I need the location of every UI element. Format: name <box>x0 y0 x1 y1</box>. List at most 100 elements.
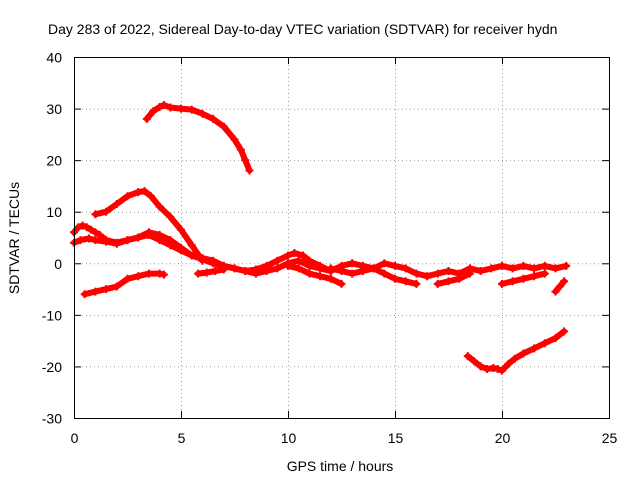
data-point <box>155 202 164 211</box>
data-point <box>284 251 292 260</box>
series-arc-9 <box>326 264 421 288</box>
data-point <box>134 233 143 242</box>
data-point <box>433 279 442 288</box>
data-point <box>519 274 528 283</box>
series-arc-11 <box>498 269 549 288</box>
data-point <box>560 277 569 286</box>
data-point <box>476 362 485 371</box>
data-point <box>391 261 399 270</box>
data-point <box>262 267 271 275</box>
data-point <box>147 192 155 201</box>
data-point <box>144 269 153 278</box>
x-tick-label: 0 <box>71 430 79 446</box>
series-arc-8 <box>284 261 346 288</box>
data-point <box>498 261 506 270</box>
data-point <box>102 207 111 216</box>
data-point <box>187 251 196 260</box>
data-point <box>187 241 196 250</box>
data-point <box>348 259 357 268</box>
data-point <box>123 274 132 283</box>
data-point <box>251 269 260 278</box>
data-point <box>91 228 100 237</box>
data-point <box>80 290 89 299</box>
data-point <box>159 270 168 279</box>
data-point <box>230 264 239 273</box>
data-point <box>493 365 502 373</box>
data-point <box>551 334 560 343</box>
data-point <box>326 274 335 283</box>
x-tick-label: 10 <box>281 430 297 446</box>
y-tick-label: -10 <box>42 307 62 323</box>
data-point <box>177 225 185 234</box>
data-point <box>294 256 303 265</box>
data-point <box>348 269 357 278</box>
series-layer <box>70 101 571 375</box>
series-arc-12 <box>551 277 569 296</box>
data-point <box>326 264 335 273</box>
y-tick-label: -30 <box>42 411 62 427</box>
data-point <box>95 230 104 239</box>
data-point <box>487 264 496 273</box>
data-point <box>194 269 203 278</box>
y-tick-label: -20 <box>42 359 62 375</box>
data-point <box>241 156 250 165</box>
data-point <box>401 277 410 286</box>
data-point <box>380 259 389 268</box>
data-point <box>358 267 367 275</box>
x-axis-title: GPS time / hours <box>287 458 394 474</box>
data-point <box>508 264 517 273</box>
series-arc-10 <box>433 269 474 288</box>
series-line <box>464 328 568 374</box>
data-point <box>142 114 151 123</box>
data-point <box>519 349 528 358</box>
data-point <box>540 269 549 278</box>
data-point <box>294 264 303 273</box>
data-point <box>91 210 100 219</box>
data-point <box>159 101 168 109</box>
data-point <box>74 223 83 232</box>
data-point <box>444 267 453 275</box>
data-point <box>211 267 220 275</box>
data-point <box>209 114 218 123</box>
x-tick-label: 5 <box>178 430 186 446</box>
series-line <box>195 266 227 277</box>
data-point <box>123 192 132 201</box>
data-point <box>412 269 421 278</box>
data-point <box>230 135 239 144</box>
y-tick-label: 30 <box>46 101 62 117</box>
grid <box>74 57 609 418</box>
data-point <box>241 267 250 275</box>
data-point <box>337 279 346 288</box>
data-point <box>87 225 96 234</box>
data-point <box>273 264 282 273</box>
data-point <box>273 256 282 265</box>
data-point <box>91 287 100 296</box>
data-point <box>380 269 389 278</box>
data-point <box>209 256 218 265</box>
y-tick-label: 0 <box>54 256 62 272</box>
data-point <box>305 261 314 270</box>
data-point <box>155 236 164 245</box>
chart-title: Day 283 of 2022, Sidereal Day-to-day VTE… <box>48 21 557 37</box>
y-tick-label: 10 <box>46 204 62 220</box>
y-tick-labels: -30 -20 -10 0 10 20 30 40 <box>42 50 62 427</box>
y-tick-label: 20 <box>46 153 62 169</box>
y-tick-label: 40 <box>46 50 62 66</box>
data-point <box>177 104 185 113</box>
data-point <box>551 287 560 296</box>
series-arc-1 <box>142 101 254 175</box>
data-point <box>562 261 571 270</box>
data-point <box>470 357 479 366</box>
data-point <box>198 109 207 118</box>
data-point <box>102 285 111 294</box>
data-point <box>166 103 175 112</box>
data-point <box>444 277 453 286</box>
data-point <box>551 264 560 273</box>
data-point <box>284 261 292 270</box>
data-point <box>202 268 211 277</box>
data-point <box>85 234 93 243</box>
data-point <box>433 269 442 278</box>
data-point <box>155 103 164 111</box>
data-point <box>187 105 196 114</box>
